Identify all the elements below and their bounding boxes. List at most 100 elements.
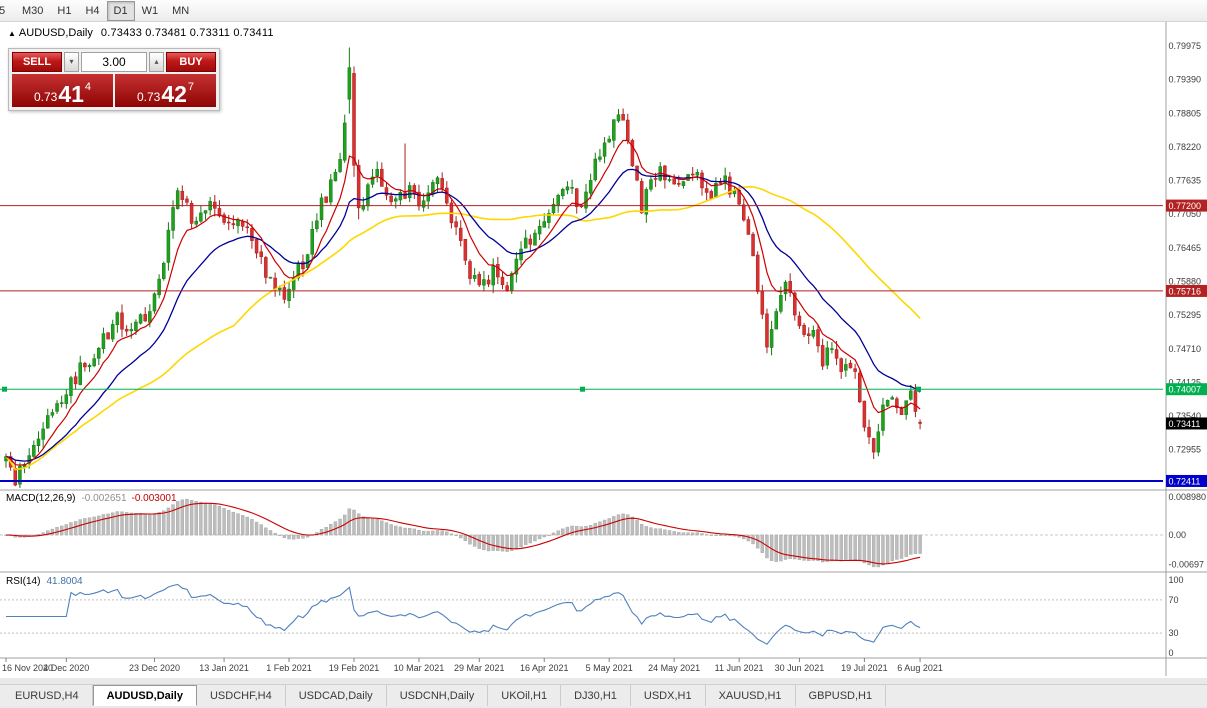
chart-tab-xauusd-h1[interactable]: XAUUSD,H1 (706, 685, 796, 706)
chart-tab-usdchf-h4[interactable]: USDCHF,H4 (197, 685, 286, 706)
svg-text:0: 0 (1169, 648, 1174, 658)
candlesticks (4, 47, 922, 488)
symbol-period-label: AUDUSD,Daily (18, 27, 93, 39)
svg-text:24 May 2021: 24 May 2021 (648, 663, 700, 673)
chart-tabs-bar: EURUSD,H4 AUDUSD,Daily USDCHF,H4 USDCAD,Dai… (0, 684, 1207, 706)
svg-text:0.74125: 0.74125 (1169, 377, 1202, 387)
svg-text:0.77200: 0.77200 (1169, 201, 1202, 211)
chart-tab-ukoil-h1[interactable]: UKOil,H1 (488, 685, 562, 706)
svg-text:0.73411: 0.73411 (1169, 419, 1201, 429)
svg-text:0.74710: 0.74710 (1169, 344, 1202, 354)
chart-tab-usdx-h1[interactable]: USDX,H1 (631, 685, 706, 706)
svg-text:0.79975: 0.79975 (1169, 41, 1202, 51)
buy-price-main: 0.73 (136, 89, 161, 104)
sell-price-display[interactable]: 0.73 41 4 (12, 74, 113, 107)
horizontal-lines (0, 205, 1163, 482)
svg-text:16 Apr 2021: 16 Apr 2021 (520, 663, 569, 673)
buy-price-pips: 42 (161, 81, 187, 108)
timeframe-toolbar: 5 M30 H1 H4 D1 W1 MN (0, 0, 1207, 22)
sell-price-main: 0.73 (33, 89, 58, 104)
svg-text:19 Jul 2021: 19 Jul 2021 (841, 663, 888, 673)
timeframe-button-mn[interactable]: MN (165, 1, 196, 21)
svg-text:0.79390: 0.79390 (1169, 75, 1202, 85)
macd-signal-value: -0.003001 (131, 493, 177, 504)
svg-text:29 Mar 2021: 29 Mar 2021 (454, 663, 505, 673)
macd-name: MACD(12,26,9) (6, 493, 76, 504)
svg-text:5 May 2021: 5 May 2021 (586, 663, 633, 673)
price-tags: 0.77200 0.75716 0.74007 0.72411 0.73411 (1166, 199, 1207, 487)
svg-text:0.76465: 0.76465 (1169, 243, 1202, 253)
rsi-value: 41.8004 (46, 576, 83, 587)
chart-tab-usdcad-daily[interactable]: USDCAD,Daily (286, 685, 387, 706)
chart-tab-dj30-h1[interactable]: DJ30,H1 (561, 685, 631, 706)
rsi-axis: 100 70 30 0 (1169, 575, 1184, 658)
svg-text:-0.00697: -0.00697 (1169, 559, 1205, 569)
line-handle[interactable] (580, 386, 585, 392)
timeframe-button-m30[interactable]: M30 (15, 1, 50, 21)
ma-fast-line (5, 139, 921, 466)
line-handle[interactable] (2, 386, 7, 392)
bid-ask-display: 0.73 41 4 0.73 42 7 (12, 74, 216, 107)
svg-text:13 Jan 2021: 13 Jan 2021 (199, 663, 249, 673)
svg-text:0.75716: 0.75716 (1169, 286, 1202, 296)
svg-text:0.008980: 0.008980 (1169, 492, 1207, 502)
buy-button[interactable]: BUY (166, 52, 216, 72)
svg-text:0.77050: 0.77050 (1169, 209, 1202, 219)
svg-text:1 Feb 2021: 1 Feb 2021 (266, 663, 312, 673)
macd-axis: 0.008980 0.00 -0.00697 (1169, 492, 1207, 570)
volume-decrease-button[interactable]: ▾ (64, 52, 79, 72)
svg-text:0.78220: 0.78220 (1169, 142, 1202, 152)
svg-text:11 Jun 2021: 11 Jun 2021 (715, 663, 764, 673)
svg-text:10 Mar 2021: 10 Mar 2021 (394, 663, 445, 673)
trade-controls-row: SELL ▾ ▴ BUY (12, 52, 216, 72)
rsi-name: RSI(14) (6, 576, 41, 587)
svg-text:0.73540: 0.73540 (1169, 411, 1202, 421)
collapse-icon[interactable]: ▲ (8, 29, 16, 38)
chart-window: 0.79975 0.79390 0.78805 0.78220 0.77635 0.770… (0, 22, 1207, 678)
timeframe-button-w1[interactable]: W1 (135, 1, 166, 21)
macd-histogram (4, 498, 922, 568)
chart-tab-usdcnh-daily[interactable]: USDCNH,Daily (387, 685, 489, 706)
sell-price-point: 4 (84, 81, 92, 93)
timeframe-button-h1[interactable]: H1 (50, 1, 78, 21)
timeframe-button-d1[interactable]: D1 (106, 0, 135, 21)
svg-text:100: 100 (1169, 575, 1184, 585)
svg-text:30: 30 (1169, 628, 1179, 638)
buy-price-display[interactable]: 0.73 42 7 (115, 74, 216, 107)
svg-text:0.75880: 0.75880 (1169, 277, 1202, 287)
macd-signal-line (5, 502, 921, 565)
svg-text:0.00: 0.00 (1169, 530, 1187, 540)
rsi-line (6, 583, 921, 645)
line-handle[interactable] (916, 386, 921, 392)
svg-text:0.74007: 0.74007 (1169, 385, 1202, 395)
macd-label: MACD(12,26,9) -0.002651 -0.003001 (6, 493, 177, 504)
volume-increase-button[interactable]: ▴ (149, 52, 164, 72)
svg-text:16 Nov 2020: 16 Nov 2020 (2, 663, 53, 673)
price-axis: 0.79975 0.79390 0.78805 0.78220 0.77635 0.770… (1169, 41, 1202, 488)
chart-canvas[interactable]: 0.79975 0.79390 0.78805 0.78220 0.77635 0.770… (0, 22, 1207, 678)
svg-text:19 Feb 2021: 19 Feb 2021 (329, 663, 380, 673)
svg-text:23 Dec 2020: 23 Dec 2020 (129, 663, 180, 673)
chart-background (0, 22, 1207, 678)
rsi-label: RSI(14) 41.8004 (6, 576, 83, 587)
timeframe-button-h4[interactable]: H4 (78, 1, 106, 21)
chart-tab-eurusd-h4[interactable]: EURUSD,H4 (2, 685, 93, 706)
macd-main-value: -0.002651 (81, 493, 127, 504)
buy-price-point: 7 (187, 81, 195, 93)
chart-title: ▲ AUDUSD,Daily 0.73433 0.73481 0.73311 0.7… (8, 27, 274, 39)
ohlc-values: 0.73433 0.73481 0.73311 0.73411 (100, 27, 274, 39)
timeframe-button-5[interactable]: 5 (0, 1, 15, 21)
svg-text:0.72411: 0.72411 (1169, 476, 1201, 486)
sell-price-pips: 41 (58, 81, 84, 108)
volume-input[interactable] (81, 52, 147, 72)
svg-text:30 Jun 2021: 30 Jun 2021 (775, 663, 825, 673)
sell-button[interactable]: SELL (12, 52, 62, 72)
chart-tab-gbpusd-h1[interactable]: GBPUSD,H1 (796, 685, 887, 706)
chart-tab-audusd-daily[interactable]: AUDUSD,Daily (92, 685, 197, 706)
svg-text:0.75295: 0.75295 (1169, 310, 1202, 320)
svg-text:6 Aug 2021: 6 Aug 2021 (897, 663, 943, 673)
svg-text:0.72955: 0.72955 (1169, 445, 1202, 455)
svg-text:0.77635: 0.77635 (1169, 176, 1202, 186)
